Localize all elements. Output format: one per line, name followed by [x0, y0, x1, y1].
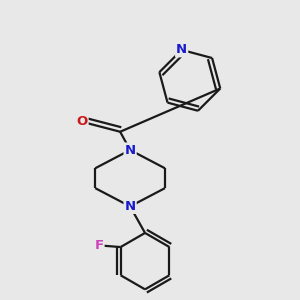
Text: F: F — [94, 239, 103, 252]
Text: O: O — [76, 115, 88, 128]
Text: N: N — [124, 200, 136, 213]
Text: N: N — [176, 44, 187, 56]
Text: N: N — [124, 143, 136, 157]
